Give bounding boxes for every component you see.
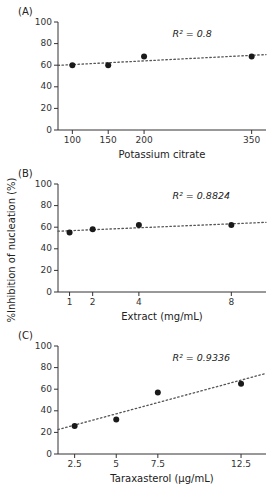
y-tick-label: 80 [41,362,53,372]
x-tick-label: 4 [136,297,142,307]
x-tick-label: 100 [64,135,81,145]
y-tick-label: 100 [35,341,52,351]
point [249,54,255,60]
panel-label: (A) [18,6,33,17]
y-axis-line [58,184,59,292]
point [136,222,142,228]
point [67,230,73,236]
y-tick [54,432,58,433]
panel: 0 20 40 60 80 100 100 150 200 350 Potassium citrat… [18,6,266,160]
y-tick-label: 0 [46,125,52,135]
x-tick [241,454,242,458]
y-tick-label: 40 [41,405,53,415]
y-tick-label: 60 [41,60,53,70]
point [141,54,147,60]
y-tick [54,389,58,390]
x-axis-label: Taraxasterol (μg/mL) [109,473,213,484]
chart-root: 020406080100100150200350Potassium citrat… [0,0,278,500]
y-axis-line [58,22,59,130]
x-tick-label: 5 [113,459,119,469]
x-tick [69,292,70,296]
y-tick-label: 80 [41,200,53,210]
y-tick-label: 100 [35,17,52,27]
x-tick-label: 350 [243,135,260,145]
point [155,389,161,395]
x-tick-label: 2.5 [67,459,81,469]
point [238,381,244,387]
x-tick-label: 12.5 [231,459,251,469]
y-tick [54,346,58,347]
y-tick [54,410,58,411]
x-tick-label: 2 [90,297,96,307]
x-tick [157,454,158,458]
y-tick-label: 80 [41,38,53,48]
y-tick [54,454,58,455]
x-tick-label: 7.5 [151,459,165,469]
x-axis-label: Potassium citrate [119,149,206,160]
y-tick-label: 20 [41,265,53,275]
x-axis-line [58,292,266,293]
y-tick [54,248,58,249]
x-tick [231,292,232,296]
x-tick [108,130,109,134]
y-tick [54,367,58,368]
panel: 0 20 40 60 80 100 1 2 4 8 Extract (mg/mL) (B) R² = 0… [18,168,266,322]
x-tick-label: 200 [135,135,152,145]
trendline [58,222,266,231]
y-tick [54,184,58,185]
r2-annotation: R² = 0.8824 [172,190,230,201]
point [69,62,75,68]
y-tick-label: 20 [41,427,53,437]
y-tick-label: 40 [41,81,53,91]
y-axis-line [58,346,59,454]
panel: 0 20 40 60 80 100 2.5 5 7.5 12.5 Taraxasterol (μg/… [18,330,266,484]
x-tick-label: 1 [67,297,73,307]
x-tick [72,130,73,134]
y-tick [54,130,58,131]
panel-label: (B) [18,168,33,179]
y-tick-label: 40 [41,243,53,253]
r2-annotation: R² = 0.8 [172,28,212,39]
x-tick [144,130,145,134]
y-tick-label: 20 [41,103,53,113]
y-tick-label: 60 [41,222,53,232]
x-tick [92,292,93,296]
x-tick-label: 150 [100,135,117,145]
point [228,222,234,228]
x-axis-label: Extract (mg/mL) [121,311,203,322]
point [72,423,78,429]
y-tick [54,22,58,23]
panel-label: (C) [18,330,33,341]
x-tick [116,454,117,458]
y-axis-label: %Inhibition of nucleation (%) [6,177,17,322]
x-tick [74,454,75,458]
point [90,226,96,232]
point [105,62,111,68]
x-tick [251,130,252,134]
point [113,416,119,422]
marks [58,373,266,429]
y-tick [54,43,58,44]
y-tick-label: 60 [41,384,53,394]
marks [58,222,266,236]
x-tick [138,292,139,296]
trendline [58,55,266,66]
y-tick [54,205,58,206]
y-tick [54,270,58,271]
trendline [58,373,266,429]
r2-annotation: R² = 0.9336 [172,352,230,363]
y-tick [54,227,58,228]
x-tick-label: 8 [228,297,234,307]
y-tick-label: 0 [46,287,52,297]
x-axis-line [58,130,266,131]
y-tick-label: 0 [46,449,52,459]
y-tick [54,108,58,109]
marks [58,54,266,69]
y-tick-label: 100 [35,179,52,189]
y-tick [54,86,58,87]
x-axis-line [58,454,266,455]
y-tick [54,292,58,293]
